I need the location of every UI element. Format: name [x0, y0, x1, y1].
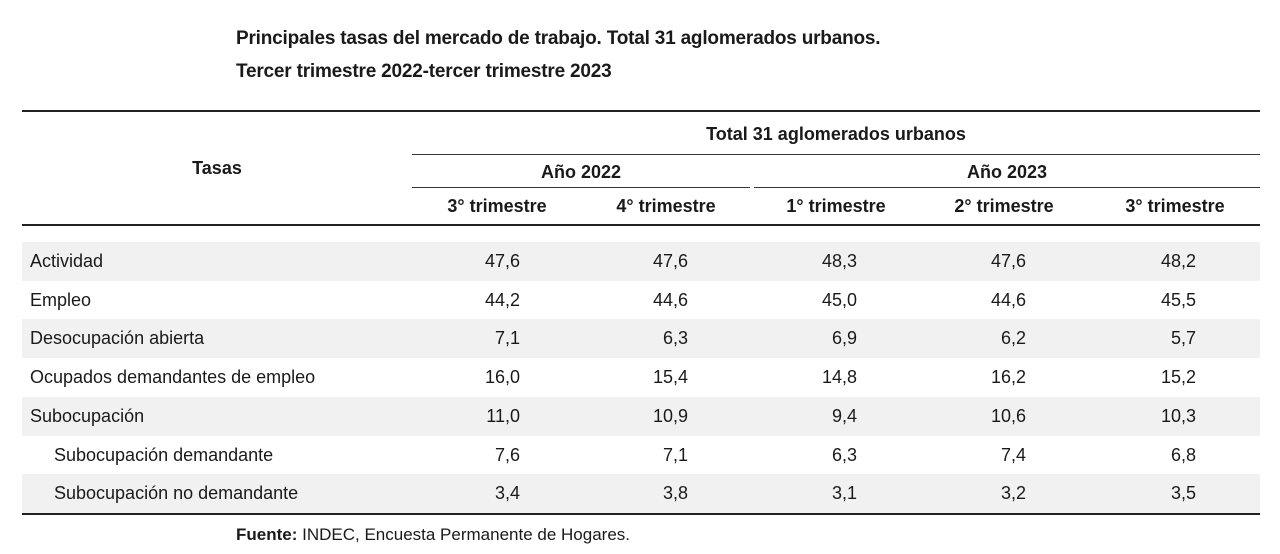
year-header-2022: Año 2022	[540, 162, 622, 182]
table-cell: 6,9	[831, 328, 857, 349]
source-text: INDEC, Encuesta Permanente de Hogares.	[297, 525, 631, 544]
table-cell: 6,8	[1170, 444, 1196, 465]
table-cell: 11,0	[486, 405, 520, 426]
year-header-2023: Año 2023	[966, 162, 1048, 182]
table-cell: 7,4	[1000, 444, 1026, 465]
table-row: Subocupación demandante 7,6 7,1 6,3 7,4 6,8	[22, 436, 1260, 475]
table-title: Principales tasas del mercado de trabajo…	[236, 28, 881, 49]
table-cell: 6,3	[662, 328, 688, 349]
table-cell: 10,6	[990, 405, 1026, 426]
table-cell: 48,2	[1160, 251, 1196, 271]
table-row: Ocupados demandantes de empleo 16,0 15,4 14…	[22, 358, 1260, 397]
row-label: Actividad	[30, 251, 104, 271]
table-cell: 7,1	[494, 328, 520, 349]
table-cell: 10,3	[1160, 405, 1196, 426]
row-label: Subocupación demandante	[54, 444, 274, 465]
bottom-rule	[22, 513, 1260, 515]
table-cell: 10,9	[652, 405, 688, 426]
table-cell: 3,4	[494, 483, 520, 504]
table-cell: 3,1	[831, 483, 857, 504]
row-label: Empleo	[30, 289, 92, 310]
table-cell: 47,6	[990, 251, 1026, 271]
row-header: Tasas	[192, 158, 242, 178]
source-note: Fuente: INDEC, Encuesta Permanente de Ho…	[236, 525, 630, 545]
group-header: Total 31 aglomerados urbanos	[706, 124, 966, 144]
table-cell: 3,2	[1000, 483, 1026, 504]
table-cell: 16,2	[990, 367, 1026, 388]
table-cell: 16,0	[484, 367, 520, 388]
table-cell: 14,8	[821, 367, 857, 388]
row-label: Desocupación abierta	[30, 328, 205, 349]
table-row: Subocupación no demandante 3,4 3,8 3,1 3,2 3,…	[22, 474, 1260, 514]
table-cell: 44,2	[484, 289, 520, 310]
table-cell: 45,5	[1160, 289, 1196, 310]
table-cell: 5,7	[1170, 328, 1196, 349]
row-label: Subocupación no demandante	[54, 483, 299, 504]
table-cell: 3,8	[662, 483, 688, 504]
header-rule	[22, 224, 1260, 226]
row-label: Subocupación	[30, 405, 145, 426]
quarter-header: 1° trimestre	[786, 196, 886, 216]
table-cell: 3,5	[1170, 483, 1196, 504]
table-cell: 44,6	[990, 289, 1026, 310]
row-label: Ocupados demandantes de empleo	[30, 367, 316, 388]
table-subtitle: Tercer trimestre 2022-tercer trimestre 2…	[236, 61, 612, 82]
source-label: Fuente:	[236, 525, 298, 544]
table-cell: 47,6	[484, 251, 520, 271]
quarter-header: 3° trimestre	[447, 196, 547, 216]
table-cell: 9,4	[831, 405, 857, 426]
quarter-header: 2° trimestre	[954, 196, 1054, 216]
table-cell: 44,6	[652, 289, 688, 310]
table-row: Empleo 44,2 44,6 45,0 44,6 45,5	[22, 281, 1260, 320]
table-row: Actividad 47,6 47,6 48,3 47,6 48,2	[22, 242, 1260, 281]
quarter-header: 3° trimestre	[1125, 196, 1225, 216]
year-rule-2023	[754, 187, 1260, 188]
table-cell: 15,4	[652, 367, 688, 388]
quarter-header: 4° trimestre	[616, 196, 716, 216]
table-cell: 15,2	[1160, 367, 1196, 388]
table-cell: 48,3	[821, 251, 857, 271]
table-cell: 47,6	[652, 251, 688, 271]
table-row: Desocupación abierta 7,1 6,3 6,9 6,2 5,7	[22, 319, 1260, 359]
top-rule	[22, 110, 1260, 112]
table-cell: 6,3	[831, 444, 857, 465]
table-cell: 6,2	[1000, 328, 1026, 349]
table-cell: 45,0	[821, 289, 857, 310]
table-row: Subocupación 11,0 10,9 9,4 10,6 10,3	[22, 396, 1260, 436]
table-cell: 7,6	[494, 444, 520, 465]
year-rule-2022	[412, 187, 750, 188]
table-cell: 7,1	[662, 444, 688, 465]
group-rule	[412, 154, 1260, 155]
